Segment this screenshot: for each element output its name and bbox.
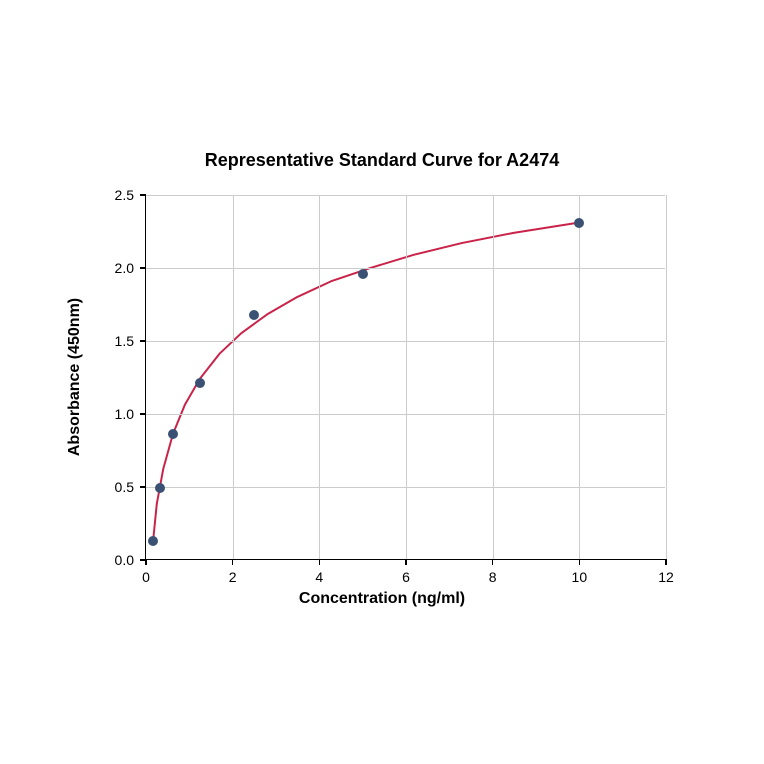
- y-axis-label: Absorbance (450nm): [66, 298, 84, 456]
- y-tick: [140, 267, 146, 269]
- data-point: [249, 310, 259, 320]
- x-tick: [492, 559, 494, 565]
- y-tick-label: 1.5: [115, 333, 134, 349]
- x-tick-label: 6: [402, 569, 410, 585]
- y-tick-label: 1.0: [115, 406, 134, 422]
- y-tick-label: 2.5: [115, 187, 134, 203]
- y-tick-label: 0.5: [115, 479, 134, 495]
- y-tick: [140, 486, 146, 488]
- grid-line-h: [146, 487, 665, 488]
- x-tick: [665, 559, 667, 565]
- y-tick-label: 0.0: [115, 552, 134, 568]
- x-tick-label: 4: [315, 569, 323, 585]
- grid-line-v: [319, 195, 320, 559]
- grid-line-v: [666, 195, 667, 559]
- data-point: [195, 378, 205, 388]
- x-tick-label: 10: [572, 569, 588, 585]
- y-tick: [140, 559, 146, 561]
- grid-line-h: [146, 268, 665, 269]
- chart-title: Representative Standard Curve for A2474: [0, 150, 764, 171]
- grid-line-v: [406, 195, 407, 559]
- x-tick: [319, 559, 321, 565]
- grid-line-h: [146, 195, 665, 196]
- x-tick: [232, 559, 234, 565]
- x-tick-label: 8: [489, 569, 497, 585]
- y-tick: [140, 413, 146, 415]
- data-point: [574, 218, 584, 228]
- x-tick-label: 2: [229, 569, 237, 585]
- plot-area: 0246810120.00.51.01.52.02.5: [145, 195, 665, 560]
- y-tick: [140, 340, 146, 342]
- x-axis-label: Concentration (ng/ml): [0, 590, 764, 608]
- y-tick-label: 2.0: [115, 260, 134, 276]
- y-tick: [140, 194, 146, 196]
- grid-line-h: [146, 341, 665, 342]
- grid-line-v: [579, 195, 580, 559]
- grid-line-v: [493, 195, 494, 559]
- data-point: [155, 483, 165, 493]
- x-tick-label: 0: [142, 569, 150, 585]
- data-point: [358, 269, 368, 279]
- x-tick: [405, 559, 407, 565]
- x-tick: [579, 559, 581, 565]
- data-point: [168, 429, 178, 439]
- x-tick-label: 12: [658, 569, 674, 585]
- grid-line-v: [233, 195, 234, 559]
- data-point: [148, 536, 158, 546]
- grid-line-h: [146, 414, 665, 415]
